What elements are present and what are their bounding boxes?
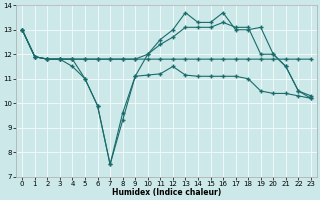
X-axis label: Humidex (Indice chaleur): Humidex (Indice chaleur): [112, 188, 221, 197]
